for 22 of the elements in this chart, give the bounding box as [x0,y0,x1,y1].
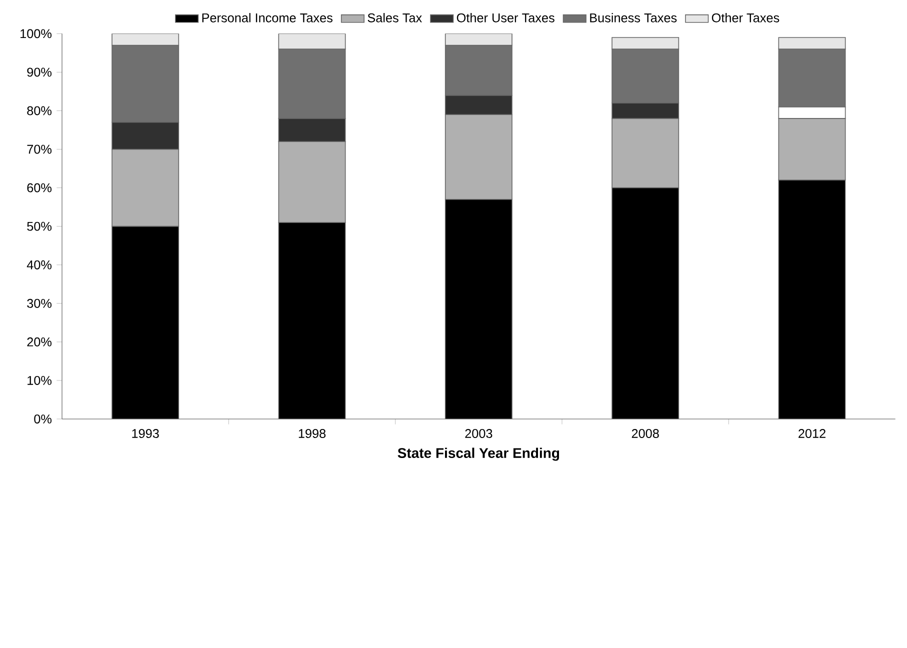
y-tick-label: 40% [26,260,52,270]
legend-label: Sales Tax [368,13,422,22]
x-tick-label: 2008 [632,429,659,438]
legend-label: Personal Income Taxes [202,13,332,22]
x-tick-label: 2003 [465,429,492,438]
legend-label: Other User Taxes [456,13,554,22]
legend-label: Business Taxes [590,13,677,22]
legend-label: Other Taxes [712,13,780,22]
y-tick-label: 50% [27,222,52,231]
y-tick-label: 20% [27,337,52,346]
y-tick-label: 0% [34,414,52,424]
y-tick-label: 60% [27,183,52,192]
y-tick-label: 100% [20,29,52,38]
x-tick-label: 2012 [798,429,826,438]
y-tick-label: 10% [28,376,52,385]
y-tick-label: 70% [27,144,52,154]
x-tick-label: 1998 [298,429,326,438]
x-tick-label: 1993 [132,429,159,438]
y-tick-label: 80% [27,106,52,116]
y-tick-label: 30% [27,298,52,308]
x-axis-title: State Fiscal Year Ending [398,448,560,461]
y-tick-label: 90% [27,68,52,77]
